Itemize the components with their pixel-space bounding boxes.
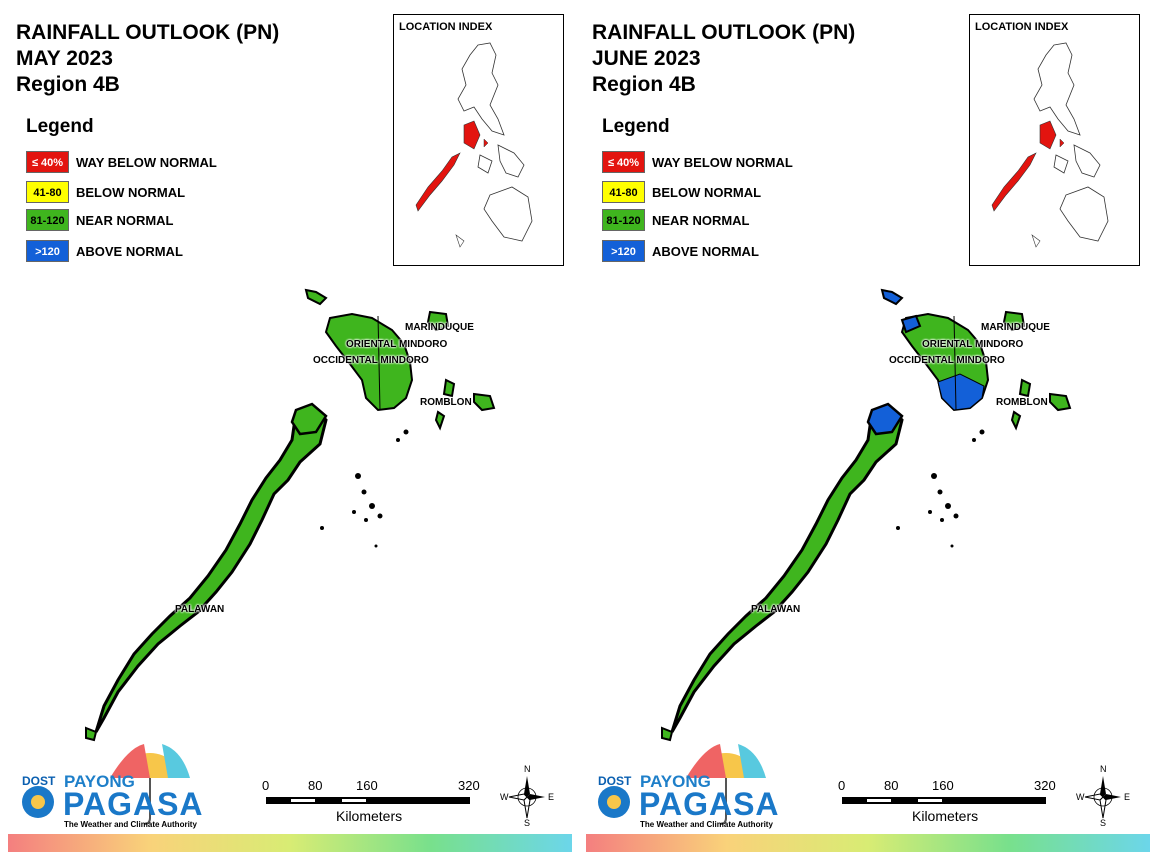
legend-title: Legend (26, 116, 94, 137)
compass-n: N (524, 764, 531, 774)
color-gradient-bar (586, 834, 1150, 852)
location-index-inset: LOCATION INDEX (969, 14, 1140, 266)
place-label-palawan: PALAWAN (751, 604, 801, 615)
legend-swatch: ≤ 40% (602, 151, 645, 173)
map-title: RAINFALL OUTLOOK (PN) MAY 2023 Region 4B (16, 20, 279, 98)
region-4b-map (85, 288, 496, 742)
legend-label: WAY BELOW NORMAL (652, 155, 793, 170)
title-line-1: RAINFALL OUTLOOK (PN) (16, 21, 280, 44)
scale-tick-label: 320 (458, 778, 480, 793)
cuyo-islets (320, 429, 409, 548)
scale-unit: Kilometers (336, 808, 403, 824)
logo-tagline: The Weather and Climate Authority (640, 820, 773, 829)
legend-swatch: 81-120 (602, 209, 645, 231)
legend-swatch: >120 (602, 240, 645, 262)
title-line-3: Region 4B (16, 73, 120, 96)
scale-bar-graphic (266, 797, 470, 804)
outlook-panel-may: RAINFALL OUTLOOK (PN) MAY 2023 Region 4B… (8, 14, 572, 852)
compass-w: W (500, 792, 509, 802)
compass-e: E (1124, 792, 1131, 802)
scale-bar-graphic (842, 797, 1046, 804)
scale-tick-label: 80 (884, 778, 899, 793)
north-arrow: N E S W (500, 764, 555, 828)
marinduque-island (1002, 310, 1026, 332)
place-label-occidental-mindoro: OCCIDENTAL MINDORO (889, 355, 1005, 366)
scale-tick-label: 320 (1034, 778, 1056, 793)
scale-tick-label: 0 (262, 778, 270, 793)
busuanga-island (866, 402, 904, 436)
place-label-palawan: PALAWAN (175, 604, 225, 615)
logo-pagasa-text: PAGASA (639, 786, 780, 822)
scale-tick-label: 0 (838, 778, 846, 793)
place-label-romblon: ROMBLON (996, 397, 1048, 408)
legend-label: ABOVE NORMAL (76, 244, 183, 259)
scale-tick-label: 160 (932, 778, 954, 793)
lubang-island (880, 288, 904, 306)
payong-pagasa-logo (594, 740, 774, 835)
legend-label: ABOVE NORMAL (652, 244, 759, 259)
payong-pagasa-logo (18, 740, 198, 835)
place-label-romblon: ROMBLON (420, 397, 472, 408)
scale-tick-label: 160 (356, 778, 378, 793)
romblon-islands (434, 378, 496, 431)
umbrella-icon (22, 744, 190, 825)
location-index-inset: LOCATION INDEX (393, 14, 564, 266)
legend-swatch: ≤ 40% (26, 151, 69, 173)
place-label-marinduque: MARINDUQUE (405, 322, 474, 333)
umbrella-icon (598, 744, 766, 825)
place-label-occidental-mindoro: OCCIDENTAL MINDORO (313, 355, 429, 366)
title-line-3: Region 4B (592, 73, 696, 96)
palawan-island (94, 404, 328, 733)
logo-pagasa-text: PAGASA (63, 786, 204, 822)
legend-swatch: 81-120 (26, 209, 69, 231)
scale-tick-label: 80 (308, 778, 323, 793)
legend-swatch: 41-80 (602, 181, 645, 203)
compass-e: E (548, 792, 555, 802)
compass-n: N (1100, 764, 1107, 774)
mindoro-island (324, 312, 414, 412)
legend-label: BELOW NORMAL (76, 185, 186, 200)
logo-payong-text: PAYONG (640, 772, 711, 791)
legend-label: NEAR NORMAL (652, 213, 750, 228)
title-line-1: RAINFALL OUTLOOK (PN) (592, 21, 856, 44)
legend-label: WAY BELOW NORMAL (76, 155, 217, 170)
region-4b-map (661, 288, 1072, 742)
palawan-island (670, 404, 904, 733)
place-label-oriental-mindoro: ORIENTAL MINDORO (922, 339, 1024, 350)
compass-s: S (524, 818, 531, 828)
compass-rose-icon (508, 776, 545, 819)
location-index-title: LOCATION INDEX (975, 21, 1069, 33)
cuyo-islets (896, 429, 985, 548)
logo-payong-text: PAYONG (64, 772, 135, 791)
philippines-index-map (991, 42, 1109, 248)
logo-dost-text: DOST (22, 774, 56, 788)
title-line-2: MAY 2023 (16, 47, 113, 70)
outlook-panel-june: RAINFALL OUTLOOK (PN) JUNE 2023 Region 4… (576, 0, 1152, 864)
mindoro-northwest-above-normal (900, 314, 922, 334)
legend-swatch: 41-80 (26, 181, 69, 203)
place-label-oriental-mindoro: ORIENTAL MINDORO (346, 339, 448, 350)
scale-unit: Kilometers (912, 808, 979, 824)
north-arrow: N E S W (1076, 764, 1131, 828)
map-title: RAINFALL OUTLOOK (PN) JUNE 2023 Region 4… (592, 20, 855, 98)
location-index-title: LOCATION INDEX (399, 21, 493, 33)
philippines-index-map (415, 42, 533, 248)
legend-label: NEAR NORMAL (76, 213, 174, 228)
legend-title: Legend (602, 116, 670, 137)
busuanga-island (290, 402, 328, 436)
mindoro-above-normal-area (937, 373, 985, 411)
compass-s: S (1100, 818, 1107, 828)
marinduque-island (426, 310, 450, 332)
legend-swatch: >120 (26, 240, 69, 262)
legend-label: BELOW NORMAL (652, 185, 762, 200)
place-label-marinduque: MARINDUQUE (981, 322, 1050, 333)
romblon-islands (1010, 378, 1072, 431)
compass-rose-icon (1084, 776, 1121, 819)
title-line-2: JUNE 2023 (592, 47, 701, 70)
logo-tagline: The Weather and Climate Authority (64, 820, 197, 829)
compass-w: W (1076, 792, 1085, 802)
lubang-island (304, 288, 328, 306)
color-gradient-bar (8, 834, 572, 852)
logo-dost-text: DOST (598, 774, 632, 788)
